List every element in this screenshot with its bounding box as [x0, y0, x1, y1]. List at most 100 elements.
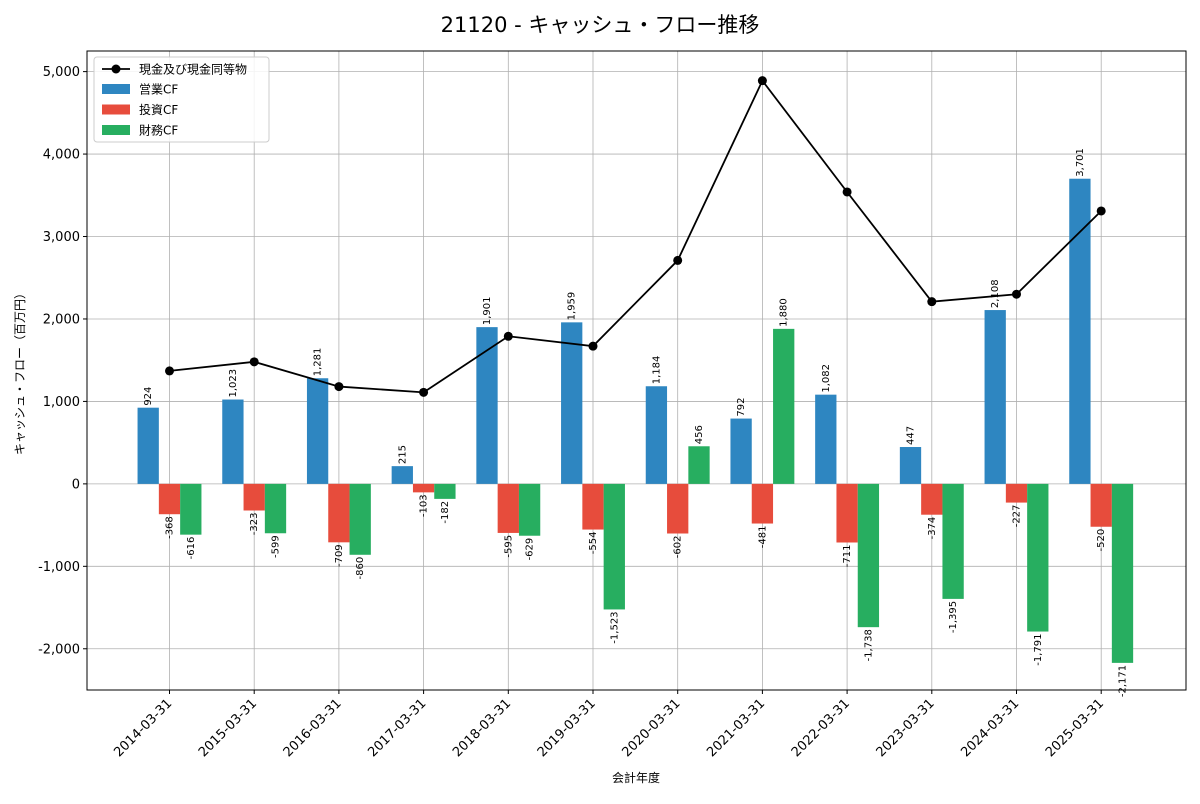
bar-財務CF	[1111, 483, 1134, 663]
bar-財務CF	[1027, 483, 1049, 632]
cash-line-point	[1012, 289, 1021, 299]
cash-line-point	[588, 341, 598, 351]
bar-営業CF	[476, 327, 498, 484]
y-tick-label: 4,000	[43, 148, 80, 163]
x-tick-label: 2023-03-31	[874, 696, 938, 760]
bar-value-label: -595	[503, 535, 514, 558]
cash-line-point	[503, 331, 513, 341]
bar-value-label: -227	[1012, 505, 1023, 528]
bar-投資CF	[158, 483, 181, 515]
bar-営業CF	[730, 418, 752, 484]
bar-投資CF	[582, 483, 604, 530]
bar-投資CF	[836, 483, 858, 543]
x-tick-label: 2024-03-31	[958, 696, 1022, 760]
bar-財務CF	[264, 483, 287, 534]
cash-line-point	[249, 357, 259, 367]
grid-layer	[87, 51, 1186, 690]
bar-投資CF	[497, 483, 519, 533]
legend-box	[93, 56, 270, 143]
x-tick-label: 2015-03-31	[196, 696, 260, 760]
labels-layer: 924 1,023 1,281 215 1,901 1,959 1,184 792 1,082 4…	[143, 148, 1128, 697]
legend-label-現金及び現金同等物: 現金及び現金同等物	[139, 62, 247, 77]
y-axis-label: キャッシュ・フロー（百万円）	[13, 287, 27, 455]
cash-line-point	[757, 76, 767, 86]
bar-value-label: 447	[906, 426, 917, 445]
chart-title: 21120 - キャッシュ・フロー推移	[441, 13, 760, 37]
bar-value-label: -860	[355, 557, 366, 580]
bar-営業CF	[137, 407, 159, 484]
bar-営業CF	[984, 310, 1006, 484]
bar-value-label: 3,701	[1075, 148, 1086, 177]
bar-value-label: 1,281	[313, 348, 324, 377]
legend-label-財務CF: 財務CF	[139, 123, 178, 138]
bar-財務CF	[180, 483, 202, 535]
cash-line-point	[334, 382, 344, 392]
bar-value-label: 1,959	[567, 292, 578, 321]
bar-value-label: 924	[143, 387, 154, 406]
y-tick-label: 0	[72, 477, 80, 492]
bar-営業CF	[899, 447, 922, 484]
legend-line-marker	[111, 64, 121, 74]
bar-value-label: -323	[249, 513, 260, 536]
plot-frame	[86, 50, 1187, 691]
x-tick-label: 2017-03-31	[365, 696, 429, 760]
bar-value-label: -1,738	[863, 629, 874, 661]
bar-value-label: 792	[736, 397, 747, 416]
legend-swatch-投資CF	[102, 104, 130, 115]
bar-value-label: 2,108	[990, 279, 1001, 308]
bar-value-label: -1,791	[1033, 634, 1044, 666]
bar-財務CF	[773, 328, 795, 484]
cash-line-point	[165, 366, 174, 376]
y-tick-label: -1,000	[38, 560, 80, 575]
x-tick-label: 2020-03-31	[619, 696, 683, 760]
y-tick-label: 1,000	[43, 395, 80, 410]
bar-value-label: 456	[694, 425, 705, 444]
bar-value-label: -711	[842, 544, 853, 567]
bar-value-label: 1,082	[821, 364, 832, 393]
bar-営業CF	[815, 394, 837, 484]
x-tick-label: 2019-03-31	[535, 696, 599, 760]
bar-value-label: -374	[927, 517, 938, 540]
bar-value-label: -602	[673, 536, 684, 559]
x-tick-label: 2016-03-31	[281, 696, 345, 760]
cash-line-point	[927, 297, 937, 307]
bar-value-label: -2,171	[1118, 665, 1129, 697]
x-tick-label: 2022-03-31	[789, 696, 853, 760]
legend-label-投資CF: 投資CF	[139, 102, 178, 117]
bar-投資CF	[412, 483, 435, 493]
bar-営業CF	[391, 466, 413, 484]
bar-value-label: 1,880	[779, 298, 790, 327]
bar-財務CF	[688, 446, 710, 484]
bar-value-label: -520	[1096, 529, 1107, 552]
x-axis-label: 会計年度	[612, 770, 660, 785]
bar-投資CF	[1090, 483, 1112, 527]
bar-value-label: -1,523	[609, 611, 620, 643]
bar-投資CF	[921, 483, 943, 515]
bar-財務CF	[349, 483, 371, 555]
bar-value-label: 215	[397, 445, 408, 464]
bar-value-label: -616	[186, 537, 197, 560]
x-tick-label: 2014-03-31	[111, 696, 175, 760]
bar-財務CF	[603, 483, 625, 610]
bar-投資CF	[667, 483, 689, 534]
bars-layer	[137, 178, 1134, 663]
bar-営業CF	[306, 378, 329, 484]
legend-label-営業CF: 営業CF	[139, 83, 178, 97]
cash-line-point	[1096, 206, 1106, 216]
y-tick-label: 5,000	[43, 65, 80, 80]
bar-value-label: 1,023	[228, 369, 239, 398]
y-tick-label: -2,000	[38, 642, 80, 657]
bar-value-label: 1,901	[482, 296, 493, 325]
bar-営業CF	[561, 322, 583, 484]
bar-value-label: 1,184	[651, 356, 662, 385]
bar-value-label: -368	[165, 516, 176, 539]
y-tick-label: 2,000	[43, 312, 80, 327]
bar-投資CF	[1005, 483, 1028, 503]
bar-財務CF	[518, 483, 541, 536]
y-tick-label: 3,000	[43, 230, 80, 245]
x-tick-label: 2018-03-31	[450, 696, 514, 760]
cash-line-point	[842, 187, 852, 197]
bar-営業CF	[645, 386, 668, 484]
